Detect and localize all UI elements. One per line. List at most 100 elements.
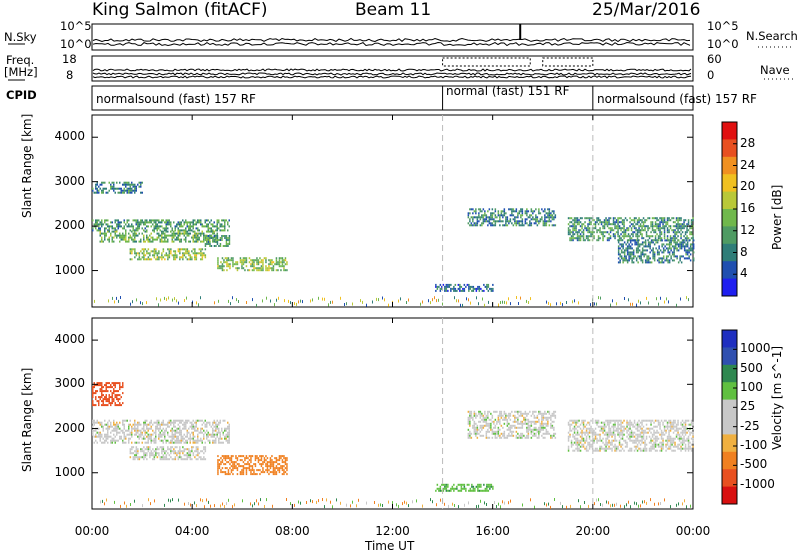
echo-cell bbox=[635, 257, 638, 260]
echo-cell bbox=[654, 237, 657, 240]
echo-cell bbox=[147, 256, 150, 259]
echo-cell bbox=[280, 261, 282, 264]
echo-cell bbox=[630, 449, 633, 452]
echo-cell bbox=[110, 402, 112, 405]
echo-cell bbox=[179, 450, 181, 453]
echo-cell bbox=[536, 420, 539, 423]
echo-cell bbox=[221, 239, 223, 241]
echo-cell bbox=[681, 439, 684, 442]
echo-cell bbox=[533, 428, 536, 431]
echo-cell bbox=[165, 225, 167, 228]
echo-cell bbox=[667, 239, 669, 242]
echo-cell bbox=[129, 258, 132, 261]
echo-cell bbox=[551, 216, 554, 219]
echo-cell bbox=[165, 429, 167, 432]
echo-cell bbox=[488, 430, 491, 433]
echo-cell bbox=[508, 220, 510, 223]
echo-cell bbox=[652, 249, 654, 252]
echo-cell bbox=[174, 229, 176, 232]
echo-cell bbox=[641, 439, 643, 442]
echo-cell bbox=[576, 425, 579, 428]
echo-cell bbox=[482, 426, 485, 429]
echo-cell bbox=[669, 435, 672, 438]
echo-cell bbox=[155, 437, 157, 440]
echo-cell bbox=[262, 263, 264, 266]
echo-cell bbox=[447, 283, 449, 286]
echo-cell bbox=[201, 254, 204, 257]
echo-cell bbox=[165, 456, 168, 459]
echo-cell bbox=[656, 241, 659, 244]
echo-cell bbox=[570, 419, 573, 422]
echo-cell bbox=[123, 431, 125, 434]
echo-cell bbox=[663, 219, 666, 222]
echo-cell bbox=[487, 414, 489, 417]
echo-cell bbox=[646, 259, 648, 262]
echo-cell bbox=[663, 221, 666, 224]
echo-cell bbox=[665, 445, 667, 448]
echo-cell bbox=[618, 433, 621, 436]
echo-cell bbox=[654, 425, 657, 428]
echo-cell bbox=[614, 437, 616, 440]
echo-cell bbox=[114, 402, 116, 405]
echo-cell bbox=[628, 259, 630, 262]
echo-cell bbox=[134, 240, 136, 243]
echo-cell bbox=[146, 234, 148, 237]
echo-cell bbox=[611, 229, 613, 232]
echo-cell bbox=[638, 243, 641, 246]
echo-cell bbox=[161, 230, 163, 233]
echo-cell bbox=[479, 420, 482, 423]
echo-cell bbox=[469, 422, 471, 425]
echo-cell bbox=[456, 487, 458, 490]
echo-cell bbox=[637, 247, 639, 250]
echo-cell bbox=[527, 432, 530, 435]
echo-cell bbox=[245, 467, 248, 470]
echo-cell bbox=[170, 441, 172, 444]
echo-cell bbox=[663, 233, 666, 236]
ground-scatter-cell bbox=[232, 296, 233, 300]
echo-cell bbox=[674, 231, 676, 234]
echo-cell bbox=[678, 427, 681, 430]
echo-cell bbox=[667, 255, 669, 258]
echo-cell bbox=[147, 252, 150, 255]
echo-cell bbox=[117, 427, 119, 430]
echo-cell bbox=[650, 249, 653, 252]
echo-cell bbox=[96, 390, 98, 393]
echo-cell bbox=[650, 235, 652, 238]
echo-cell bbox=[262, 455, 264, 458]
echo-cell bbox=[230, 465, 233, 468]
echo-cell bbox=[515, 420, 518, 423]
echo-cell bbox=[209, 243, 211, 245]
echo-cell bbox=[107, 441, 109, 444]
echo-cell bbox=[609, 441, 612, 444]
ground-scatter-cell bbox=[172, 298, 173, 302]
echo-cell bbox=[674, 441, 676, 444]
echo-cell bbox=[216, 243, 219, 245]
echo-cell bbox=[197, 448, 199, 451]
echo-cell bbox=[677, 261, 680, 264]
echo-cell bbox=[491, 436, 494, 439]
echo-cell bbox=[143, 458, 145, 461]
echo-cell bbox=[641, 423, 643, 426]
echo-cell bbox=[260, 269, 263, 272]
echo-cell bbox=[268, 263, 270, 266]
echo-cell bbox=[590, 217, 592, 220]
echo-cell bbox=[155, 431, 157, 434]
echo-cell bbox=[662, 249, 665, 252]
echo-cell bbox=[177, 427, 179, 430]
echo-cell bbox=[123, 441, 125, 444]
echo-cell bbox=[186, 230, 188, 233]
ground-scatter-cell bbox=[298, 300, 299, 304]
echo-cell bbox=[119, 402, 121, 405]
echo-cell bbox=[123, 189, 125, 192]
echo-cell bbox=[93, 382, 95, 385]
echo-cell bbox=[198, 238, 200, 241]
ground-scatter-cell bbox=[174, 297, 175, 301]
echo-cell bbox=[588, 421, 591, 424]
echo-cell bbox=[623, 257, 626, 260]
echo-cell bbox=[656, 233, 658, 236]
echo-cell bbox=[209, 237, 211, 239]
echo-cell bbox=[281, 467, 284, 470]
echo-cell bbox=[275, 465, 278, 468]
echo-cell bbox=[654, 445, 657, 448]
echo-cell bbox=[548, 218, 551, 221]
